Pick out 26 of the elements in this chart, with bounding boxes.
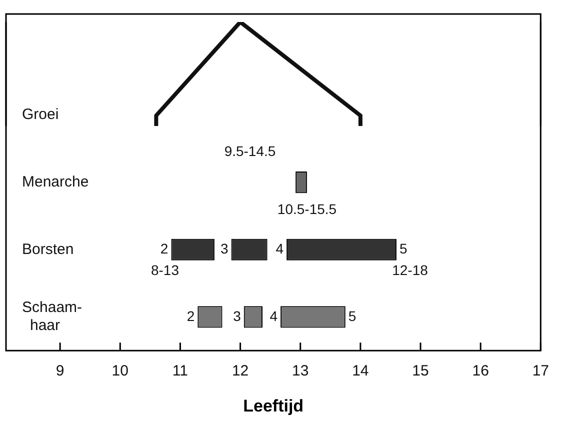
annotation: 5 (399, 240, 408, 256)
x-tick-label: 11 (172, 362, 188, 380)
category-label: Borsten (22, 240, 74, 258)
annotation: 10.5-15.5 (277, 200, 337, 217)
x-tick-label: 16 (472, 362, 489, 380)
x-tick-label: 15 (412, 362, 429, 380)
annotation: 2 (186, 308, 195, 324)
x-tick-label: 10 (112, 362, 128, 380)
annotation: 12-18 (392, 262, 428, 278)
annotation: 3 (233, 308, 242, 324)
category-label: Menarche (22, 173, 89, 190)
annotation: 9.5-14.5 (224, 142, 276, 159)
annotation: 4 (270, 308, 278, 324)
annotation: 2 (160, 240, 168, 256)
x-tick-label: 9 (56, 362, 64, 380)
x-tick-label: 14 (352, 362, 369, 380)
x-axis-title: Leeftijd (243, 396, 304, 416)
category-label: Schaam- haar (22, 299, 82, 334)
annotation: 3 (220, 240, 228, 256)
x-tick-label: 13 (292, 362, 309, 380)
annotation: 5 (348, 308, 356, 324)
annotation: 8-13 (150, 262, 180, 278)
annotation: 4 (276, 240, 284, 256)
x-tick-label: 17 (532, 362, 549, 380)
x-tick-label: 12 (232, 362, 249, 380)
category-label: Groei (22, 106, 59, 124)
